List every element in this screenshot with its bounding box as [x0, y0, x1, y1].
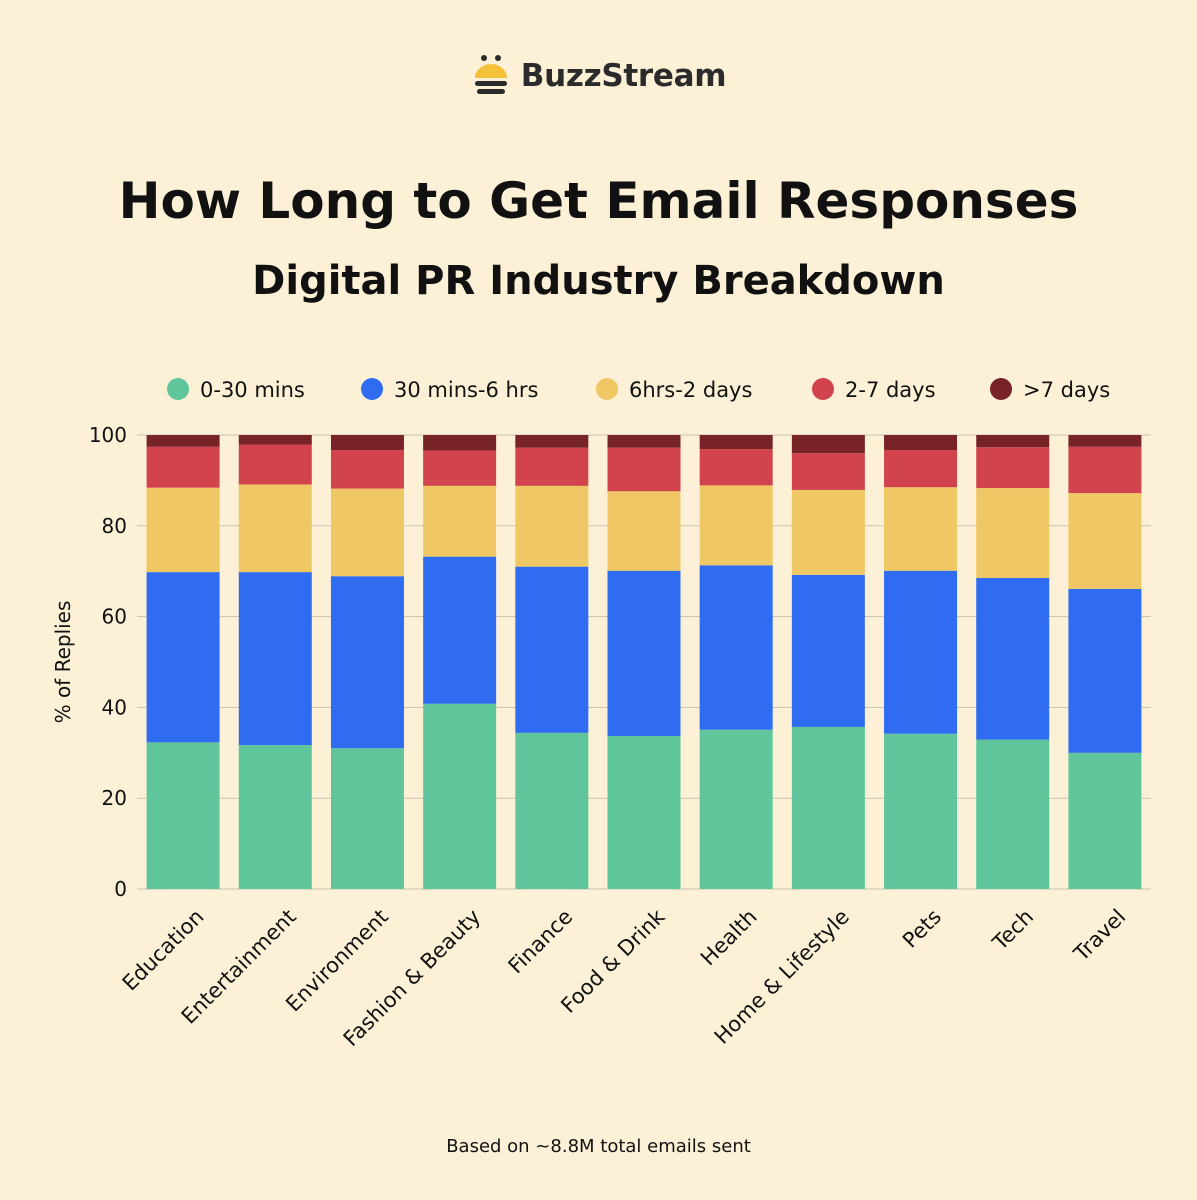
bar-segment — [607, 447, 681, 492]
bar-segment — [146, 572, 220, 743]
bar-segment — [791, 726, 865, 889]
subtitle-rest: Industry Breakdown — [475, 258, 945, 304]
y-tick-label-100: 100 — [89, 423, 127, 447]
x-tick-label: Education — [118, 905, 209, 996]
subtitle-bold: Digital PR — [252, 258, 476, 304]
bar-segment — [146, 742, 220, 889]
bee-icon — [474, 55, 507, 94]
bar-segment — [607, 570, 681, 737]
y-tick-label-60: 60 — [102, 605, 127, 629]
bar-segment — [607, 435, 681, 448]
bar-segment — [791, 453, 865, 490]
legend-marker-3 — [812, 378, 834, 400]
y-tick-label-0: 0 — [114, 877, 127, 901]
bar-segment — [699, 729, 773, 889]
legend-label-0: 0-30 mins — [200, 378, 305, 402]
bar-segment — [884, 733, 958, 889]
stacked-bar-chart: 0-30 mins 30 mins-6 hrs 6hrs-2 days 2-7 day… — [51, 378, 1151, 1051]
bar-segment — [976, 447, 1050, 489]
x-tick-label: Finance — [504, 905, 578, 979]
bar-segment — [884, 449, 958, 488]
bar-segment — [1068, 446, 1142, 494]
bar-segment — [238, 745, 312, 889]
brand-name: BuzzStream — [520, 58, 727, 94]
bar-segment — [423, 435, 497, 451]
bar-segment — [515, 447, 589, 486]
bar-segment — [238, 484, 312, 573]
page-title: How Long to Get Email Responses — [118, 172, 1079, 230]
bar-segment — [238, 435, 312, 445]
bar-segment — [330, 488, 404, 577]
bar-segment — [423, 703, 497, 889]
legend-label-3: 2-7 days — [845, 378, 936, 402]
bar-segment — [515, 566, 589, 733]
bar-segment — [699, 435, 773, 450]
legend-label-1: 30 mins-6 hrs — [394, 378, 538, 402]
bar-segment — [976, 578, 1050, 740]
bar-segment — [699, 565, 773, 730]
bar-segment — [238, 572, 312, 746]
bar-segment — [699, 449, 773, 486]
bar-segment — [607, 736, 681, 889]
bar-segment — [1068, 752, 1142, 889]
y-tick-label-80: 80 — [102, 514, 127, 538]
y-tick-label-40: 40 — [102, 695, 127, 719]
legend-marker-4 — [990, 378, 1012, 400]
bar-segment — [699, 485, 773, 566]
bar-segment — [884, 435, 958, 450]
legend-label-2: 6hrs-2 days — [629, 378, 752, 402]
bar-segment — [423, 450, 497, 486]
x-tick-label: Pets — [898, 905, 946, 953]
y-axis-label: % of Replies — [51, 601, 75, 724]
bar-segment — [146, 435, 220, 447]
bar-segment — [423, 485, 497, 557]
bar-segment — [976, 739, 1050, 889]
brand-logo: BuzzStream — [0, 52, 1197, 100]
bar-segment — [791, 435, 865, 454]
bar-segment — [976, 488, 1050, 579]
bar-segment — [1068, 588, 1142, 753]
bar-segment — [1068, 493, 1142, 589]
bar-segment — [423, 556, 497, 704]
legend-marker-2 — [596, 378, 618, 400]
x-tick-label: Tech — [987, 905, 1038, 956]
bar-segment — [791, 489, 865, 575]
x-tick-label: Travel — [1069, 905, 1131, 967]
bar-segment — [515, 732, 589, 889]
bar-segment — [146, 487, 220, 573]
bar-segment — [146, 446, 220, 488]
legend-label-4: >7 days — [1023, 378, 1110, 402]
legend-marker-1 — [361, 378, 383, 400]
footer-note: Based on ~8.8M total emails sent — [446, 1136, 751, 1157]
bar-segment — [1068, 435, 1142, 447]
x-tick-label: Health — [696, 905, 762, 971]
bar-segment — [330, 449, 404, 489]
bar-segment — [515, 435, 589, 448]
bar-segment — [330, 576, 404, 749]
bar-segment — [515, 485, 589, 567]
bar-segment — [884, 487, 958, 571]
bar-segment — [607, 491, 681, 571]
bar-segment — [330, 748, 404, 889]
bar-segment — [330, 435, 404, 450]
y-tick-label-20: 20 — [102, 786, 127, 810]
bar-segment — [884, 570, 958, 734]
bar-segment — [791, 574, 865, 727]
page-subtitle: Digital PR Industry Breakdown — [0, 258, 1197, 304]
bar-segment — [976, 435, 1050, 448]
legend-marker-0 — [167, 378, 189, 400]
bar-segment — [238, 444, 312, 485]
